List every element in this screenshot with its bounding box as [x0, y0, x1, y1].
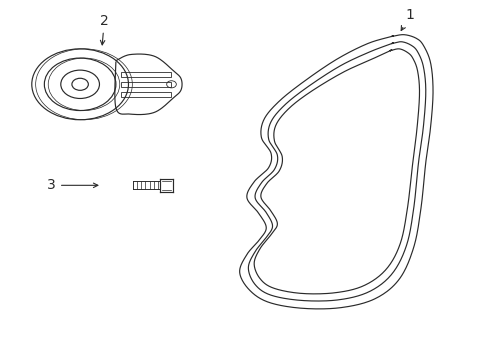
Text: 1: 1 [400, 8, 413, 31]
Text: 2: 2 [100, 14, 108, 45]
Text: 3: 3 [47, 178, 98, 192]
